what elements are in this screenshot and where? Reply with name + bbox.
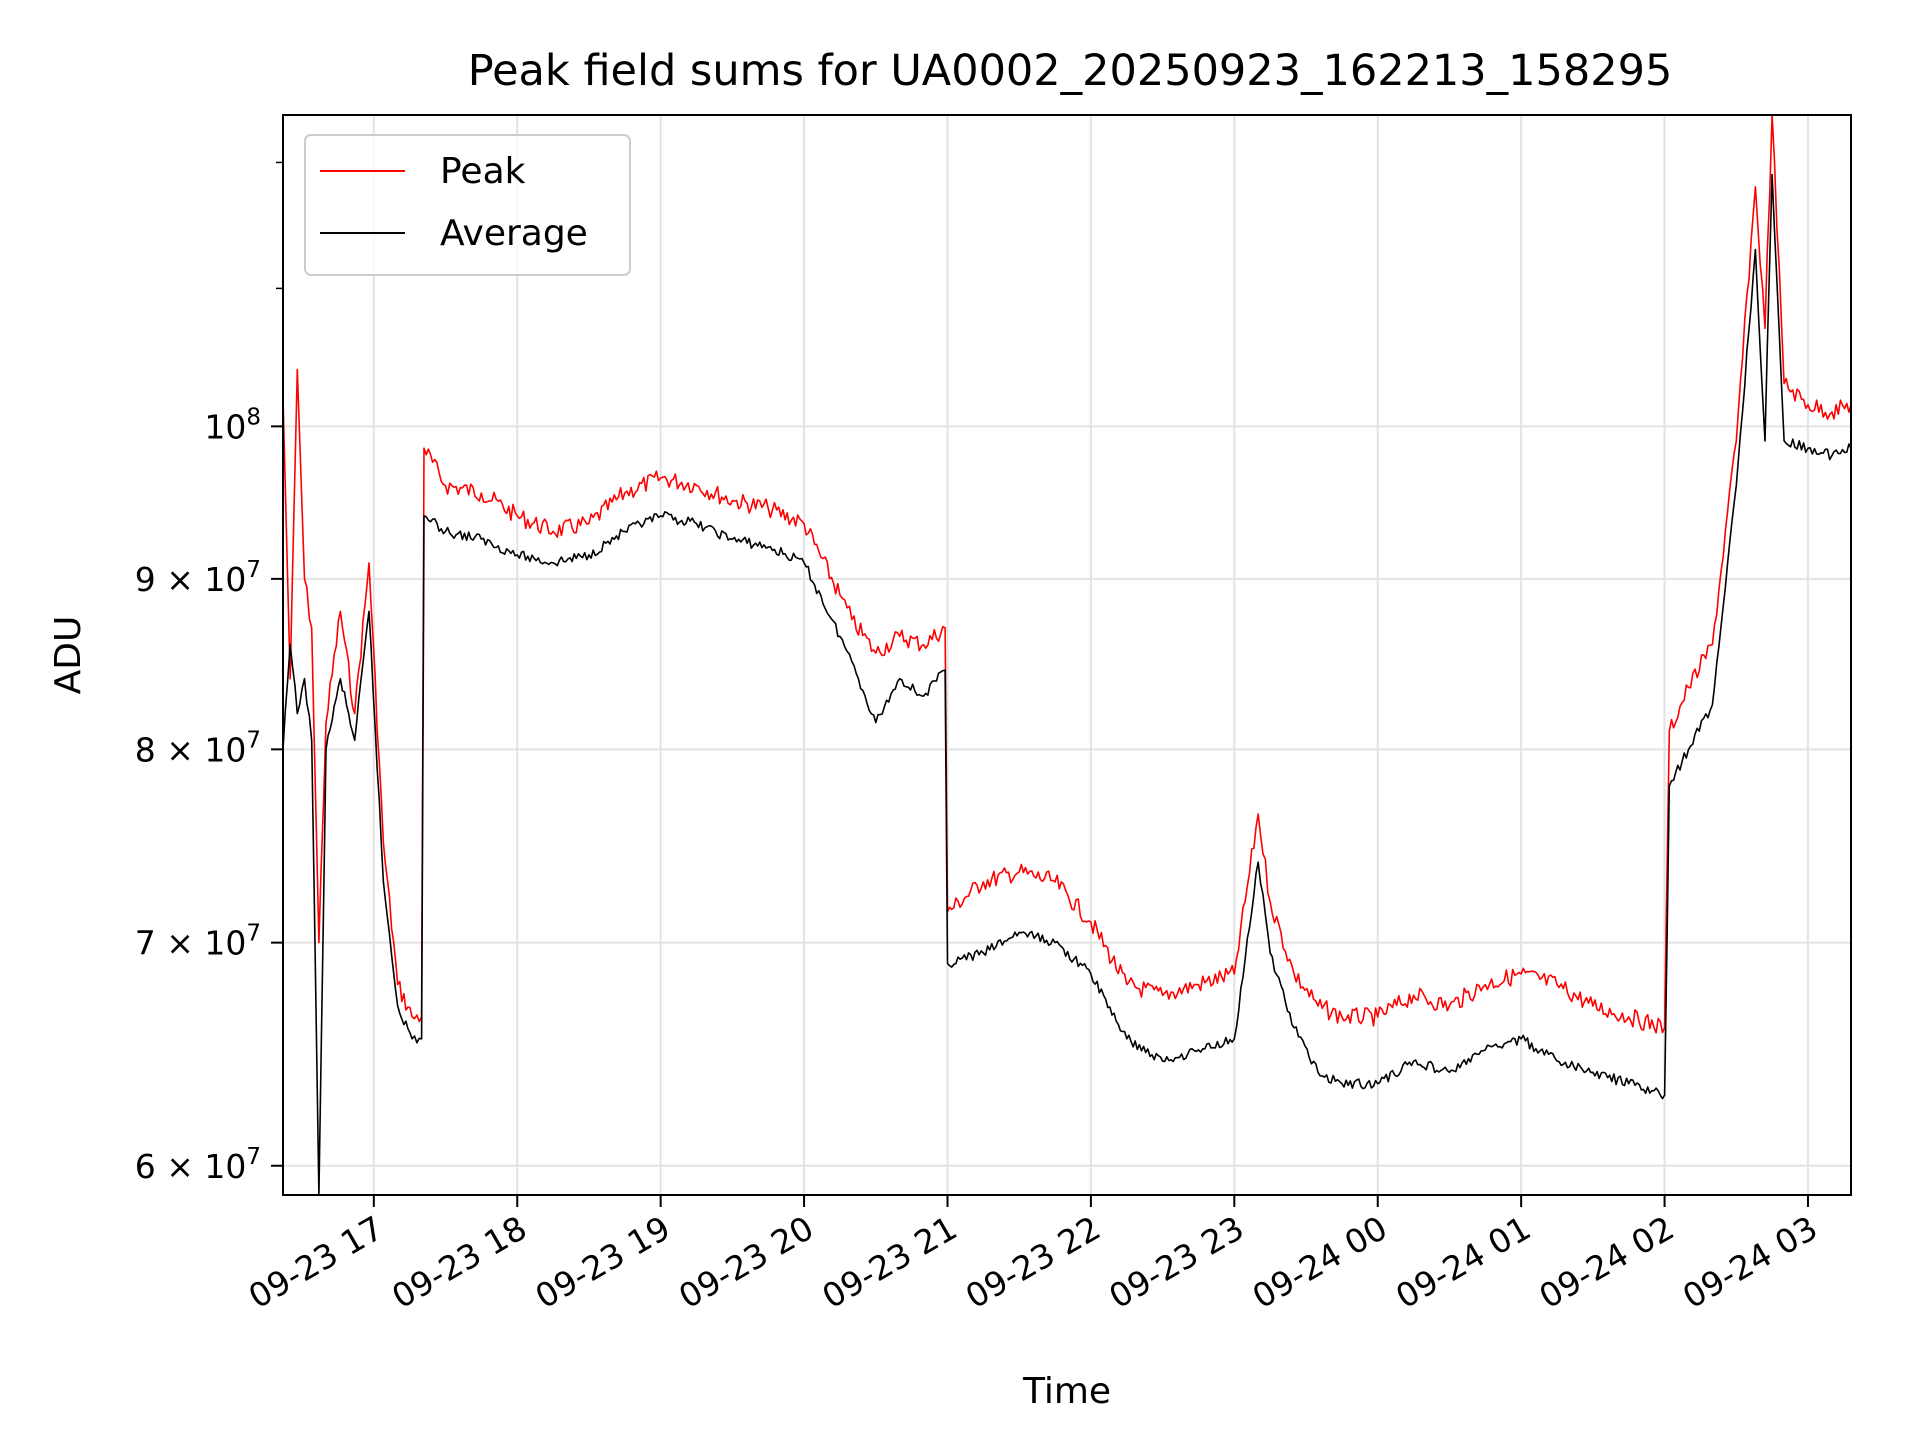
- plot-lines: [282, 114, 1852, 1196]
- legend-average-label: Average: [440, 213, 588, 254]
- chart-title: Peak field sums for UA0002_20250923_1622…: [468, 46, 1673, 96]
- y-tick-label: 108: [204, 404, 261, 446]
- plot-frame: [282, 114, 1852, 1196]
- y-tick-label: 9 × 107: [135, 557, 261, 599]
- y-tick-label: 6 × 107: [135, 1144, 261, 1186]
- average-series-line: [282, 173, 1852, 1196]
- legend: Peak Average: [304, 134, 631, 276]
- legend-peak-label: Peak: [440, 151, 526, 192]
- peak-series-line: [282, 114, 1852, 1034]
- y-axis: 6 × 107 7 × 107 8 × 107 9 × 107 108: [135, 161, 283, 1186]
- x-axis-label: Time: [1022, 1371, 1111, 1412]
- y-tick-label: 8 × 107: [135, 727, 261, 769]
- y-axis-label: ADU: [48, 616, 89, 695]
- grid-lines: [283, 115, 1851, 1195]
- y-tick-label: 7 × 107: [135, 921, 261, 963]
